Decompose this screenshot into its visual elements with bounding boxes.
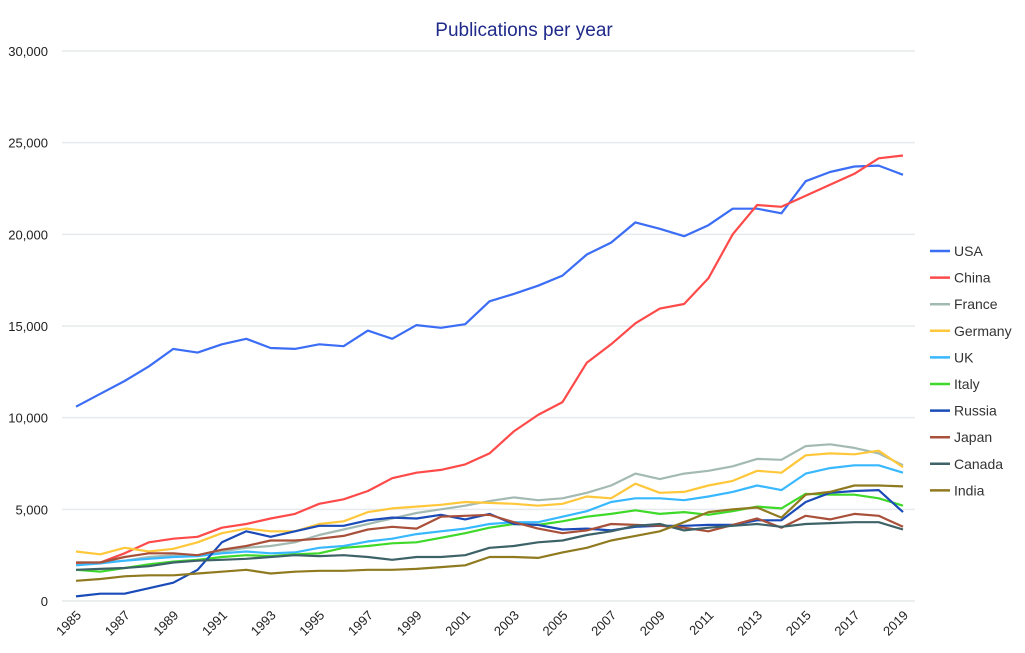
x-tick-label: 2007 [588,608,619,639]
legend-item-usa: USA [930,243,983,259]
x-tick-label: 2019 [880,608,911,639]
series-line-germany [75,449,904,556]
series-line-china [75,154,904,566]
x-tick-label: 1991 [199,608,230,639]
y-tick-label: 15,000 [8,319,48,334]
legend-item-china: China [930,270,991,286]
x-tick-label: 2001 [442,608,473,639]
x-tick-label: 1989 [150,608,181,639]
x-tick-label: 1987 [102,608,133,639]
legend-label: Russia [954,403,997,419]
x-tick-label: 1993 [248,608,279,639]
x-tick-label: 2005 [540,608,571,639]
series-line-italy [75,492,904,573]
x-tick-label: 1997 [345,608,376,639]
legend-label: Canada [954,456,1003,472]
y-tick-label: 5,000 [15,502,48,517]
legend-item-france: France [930,296,998,312]
x-tick-label: 2011 [686,608,716,638]
x-tick-label: 1999 [394,608,425,639]
y-tick-label: 20,000 [8,227,48,242]
y-tick-label: 0 [41,594,48,609]
legend-label: Italy [954,376,980,392]
legend-label: Germany [954,323,1012,339]
legend-item-italy: Italy [930,376,980,392]
legend-label: UK [954,349,974,365]
x-tick-label: 2017 [831,608,862,639]
chart-title: Publications per year [435,20,613,41]
y-tick-label: 25,000 [8,136,48,151]
y-tick-label: 30,000 [8,44,48,59]
legend-label: China [954,270,991,286]
legend-item-canada: Canada [930,456,1003,472]
legend-item-india: India [930,482,985,498]
series-line-russia [75,489,904,598]
legend-label: India [954,482,985,498]
x-tick-label: 2015 [783,608,814,639]
x-tick-label: 2003 [491,608,522,639]
legend-label: France [954,296,998,312]
legend-item-germany: Germany [930,323,1012,339]
legend-label: Japan [954,429,992,445]
series-line-usa [75,164,904,408]
legend-item-uk: UK [930,349,974,365]
series-line-india [75,484,904,582]
series-line-uk [75,464,904,567]
x-tick-label: 2009 [637,608,668,639]
y-tick-label: 10,000 [8,411,48,426]
series-line-canada [75,521,904,571]
x-tick-label: 1995 [296,608,327,639]
legend-item-russia: Russia [930,403,997,419]
legend-label: USA [954,243,983,259]
series-line-japan [76,512,904,564]
legend-item-japan: Japan [930,429,992,445]
x-tick-label: 1985 [53,608,84,639]
x-tick-label: 2013 [734,608,765,639]
